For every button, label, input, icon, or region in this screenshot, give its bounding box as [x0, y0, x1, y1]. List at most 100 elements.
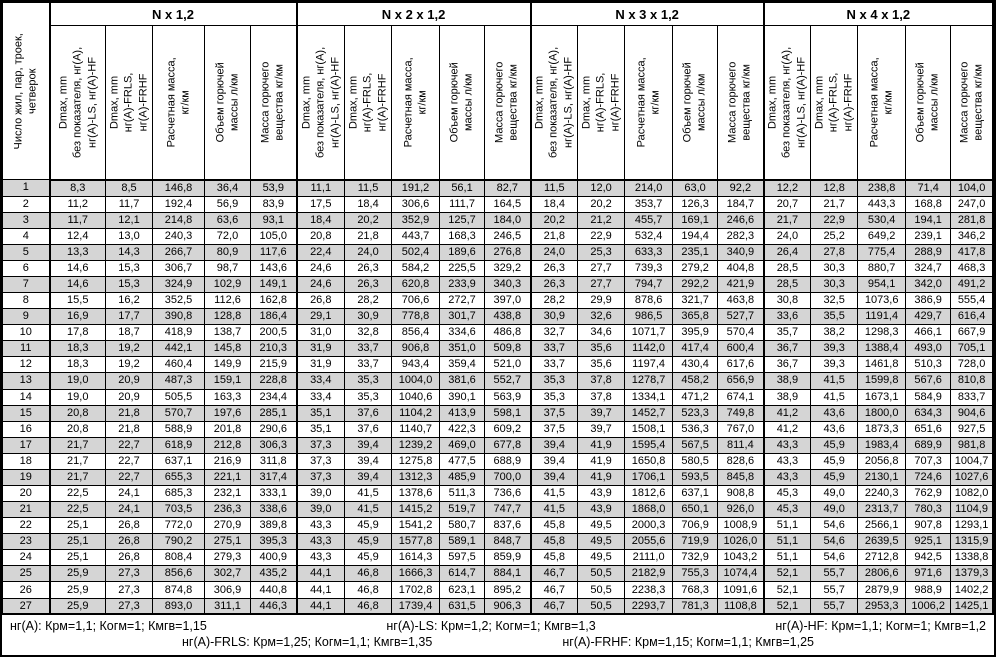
data-cell: 593,5 — [672, 468, 719, 487]
data-cell: 281,8 — [950, 211, 995, 229]
data-cell: 128,8 — [204, 308, 252, 326]
data-cell: 895,2 — [484, 581, 532, 599]
data-cell: 22,7 — [105, 436, 154, 454]
data-cell: 270,9 — [204, 517, 252, 535]
data-cell: 837,6 — [484, 517, 532, 535]
column-header-label: Масса горючего вещества кг/км — [958, 61, 985, 144]
data-cell: 1140,7 — [391, 420, 441, 438]
column-header: Масса горючего вещества кг/км — [950, 25, 995, 181]
data-cell: 20,8 — [48, 404, 107, 422]
data-cell: 212,8 — [204, 436, 252, 454]
data-cell: 145,8 — [204, 340, 252, 358]
data-cell: 25,1 — [48, 533, 107, 551]
data-cell: 168,3 — [439, 227, 486, 245]
data-cell: 509,8 — [484, 340, 532, 358]
data-cell: 12,1 — [105, 211, 154, 229]
data-cell: 41,5 — [810, 372, 859, 390]
data-cell: 651,6 — [905, 420, 952, 438]
data-cell: 186,4 — [250, 308, 298, 326]
data-cell: 1800,0 — [857, 404, 907, 422]
data-cell: 19,0 — [48, 372, 107, 390]
data-cell: 352,5 — [152, 292, 206, 310]
data-cell: 438,8 — [484, 308, 532, 326]
data-cell: 33,7 — [344, 356, 393, 374]
data-cell: 667,9 — [950, 324, 995, 342]
data-cell: 24,0 — [530, 243, 579, 261]
data-cell: 34,6 — [577, 324, 626, 342]
data-cell: 856,6 — [152, 565, 206, 583]
footnote-nga-ls: нг(А)-LS: Крм=1,2; Когм=1; Кмгв=1,3 — [386, 619, 596, 634]
data-cell: 1108,8 — [717, 597, 765, 616]
data-cell: 221,1 — [204, 468, 252, 487]
data-cell: 446,3 — [250, 597, 298, 616]
data-cell: 26,3 — [530, 275, 579, 294]
data-cell: 580,5 — [672, 452, 719, 470]
data-cell: 191,2 — [391, 179, 441, 197]
table-header: Число жил, пар, троек, четверок N x 1,2 … — [2, 1, 995, 181]
data-cell: 1293,1 — [950, 517, 995, 535]
data-cell: 1082,0 — [950, 484, 995, 503]
row-number-cell: 25 — [2, 565, 51, 583]
data-cell: 1378,6 — [391, 484, 441, 503]
data-cell: 54,6 — [810, 533, 859, 551]
data-cell: 346,2 — [950, 227, 995, 245]
row-number-cell: 21 — [2, 501, 51, 519]
data-cell: 27,3 — [105, 581, 154, 599]
data-cell: 25,2 — [810, 227, 859, 245]
data-cell: 292,2 — [672, 275, 719, 294]
data-cell: 491,2 — [950, 275, 995, 294]
data-cell: 477,5 — [439, 452, 486, 470]
column-header-label: Dmax, mm нг(А)-FRLS, нг(А)-FRHF — [813, 72, 855, 133]
data-cell: 26,3 — [344, 259, 393, 277]
data-cell: 435,2 — [250, 565, 298, 583]
data-cell: 1275,8 — [391, 452, 441, 470]
data-cell: 63,0 — [672, 179, 719, 197]
data-cell: 53,9 — [250, 179, 298, 197]
data-cell: 201,8 — [204, 420, 252, 438]
data-cell: 36,7 — [763, 340, 812, 358]
data-cell: 45,9 — [344, 549, 393, 567]
data-cell: 21,8 — [105, 420, 154, 438]
data-cell: 26,3 — [344, 275, 393, 294]
data-cell: 20,8 — [296, 227, 346, 245]
data-cell: 18,4 — [296, 211, 346, 229]
data-cell: 20,7 — [763, 195, 812, 213]
data-cell: 505,5 — [152, 388, 206, 406]
data-cell: 1040,6 — [391, 388, 441, 406]
data-cell: 828,6 — [717, 452, 765, 470]
data-cell: 35,1 — [296, 404, 346, 422]
data-cell: 32,8 — [344, 324, 393, 342]
data-cell: 55,7 — [810, 597, 859, 616]
data-cell: 925,1 — [905, 533, 952, 551]
data-cell: 614,7 — [439, 565, 486, 583]
table-row: 7 14,6 15,3 324,9 102,9 149,1 24,6 26,3 620,8 233… — [2, 275, 995, 294]
data-cell: 18,3 — [48, 340, 107, 358]
row-number-cell: 18 — [2, 452, 51, 470]
data-cell: 22,5 — [48, 484, 107, 503]
column-header-label: Объем горючей массы л/км — [681, 62, 709, 143]
data-cell: 56,9 — [204, 195, 252, 213]
data-cell: 775,4 — [857, 243, 907, 261]
data-cell: 333,1 — [250, 484, 298, 503]
row-number-cell: 10 — [2, 324, 51, 342]
table-row: 13 19,0 20,9 487,3 159,1 228,8 33,4 35,3 1004,0 3… — [2, 372, 995, 390]
row-number-cell: 9 — [2, 308, 51, 326]
row-number-cell: 11 — [2, 340, 51, 358]
data-cell: 26,4 — [763, 243, 812, 261]
footnote-nga-frhf: нг(А)-FRHF: Крм=1,15; Когм=1,1; Кмгв=1,2… — [562, 635, 814, 650]
data-cell: 30,3 — [810, 259, 859, 277]
data-cell: 12,0 — [577, 179, 626, 197]
data-cell: 458,2 — [672, 372, 719, 390]
data-cell: 117,6 — [250, 243, 298, 261]
data-cell: 246,6 — [717, 211, 765, 229]
data-cell: 340,3 — [484, 275, 532, 294]
data-cell: 37,5 — [530, 404, 579, 422]
data-cell: 45,9 — [810, 452, 859, 470]
column-header: Расчетная масса, кг/км — [152, 25, 206, 181]
data-cell: 14,6 — [48, 259, 107, 277]
data-cell: 15,3 — [105, 259, 154, 277]
data-cell: 36,7 — [763, 356, 812, 374]
row-number-cell: 24 — [2, 549, 51, 567]
data-cell: 214,0 — [624, 179, 674, 197]
